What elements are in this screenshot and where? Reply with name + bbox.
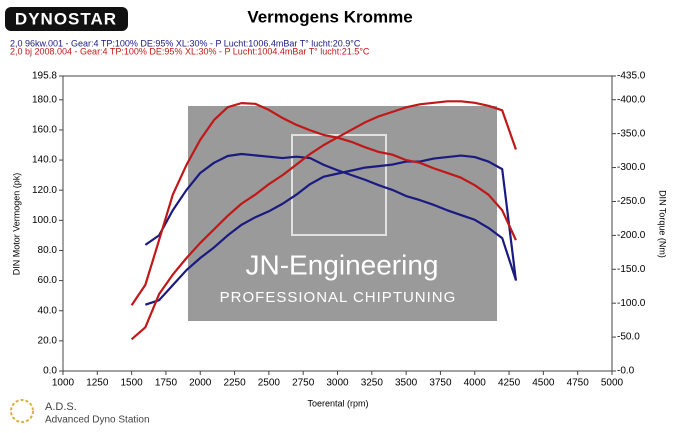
y-axis-label: DIN Motor Vermogen (pk) (11, 173, 21, 276)
x-tick-label: 2250 (223, 378, 246, 389)
y2-axis-label: DIN Torque (Nm) (658, 190, 668, 258)
y2-tick-label: -100.0 (617, 298, 646, 309)
watermark-icon (291, 134, 387, 236)
y2-tick-label: -0.0 (617, 366, 635, 377)
y-tick-label: 60.0 (38, 275, 58, 286)
x-tick-label: 2750 (292, 378, 315, 389)
x-tick-label: 1500 (121, 378, 144, 389)
x-tick-label: 3250 (361, 378, 384, 389)
y-tick-label: 120.0 (32, 185, 57, 196)
y-tick-label: 140.0 (32, 155, 57, 166)
x-tick-label: 1250 (86, 378, 109, 389)
footer-text: Advanced Dyno Station (45, 415, 150, 426)
legend-entry: 2,0 96kw.001 - Gear:4 TP:100% DE:95% XL:… (10, 38, 361, 48)
y2-tick-label: -250.0 (617, 196, 646, 207)
chart-title: Vermogens Kromme (247, 7, 412, 26)
x-tick-label: 2000 (189, 378, 212, 389)
footer-logo (10, 399, 34, 423)
x-tick-label: 4750 (567, 378, 590, 389)
y2-tick-label: -50.0 (617, 332, 640, 343)
y2-tick-label: -400.0 (617, 94, 646, 105)
y2-tick-label: -435.0 (617, 71, 646, 82)
y2-tick-label: -350.0 (617, 128, 646, 139)
y-tick-label: 0.0 (43, 366, 57, 377)
y-tick-label: 100.0 (32, 215, 57, 226)
data-line (130, 102, 517, 306)
y2-tick-label: -300.0 (617, 162, 646, 173)
x-tick-label: 2500 (258, 378, 281, 389)
watermark-box (188, 106, 497, 321)
y-tick-label: 180.0 (32, 94, 57, 105)
data-line (144, 152, 517, 281)
y-tick-label: 80.0 (38, 245, 58, 256)
x-axis-label: Toerental (rpm) (307, 398, 368, 408)
y-tick-label: 160.0 (32, 125, 57, 136)
data-line (145, 154, 518, 306)
legend-entry: 2,0 bj 2008.004 - Gear:4 TP:100% DE:95% … (10, 46, 370, 56)
x-tick-label: 4500 (532, 378, 555, 389)
x-tick-label: 5000 (601, 378, 624, 389)
logo-badge (5, 7, 128, 31)
x-tick-label: 4250 (498, 378, 521, 389)
data-line (130, 100, 517, 341)
x-tick-label: 3000 (326, 378, 349, 389)
y2-tick-label: -200.0 (617, 230, 646, 241)
watermark-subtitle: PROFESSIONAL CHIPTUNING (220, 289, 457, 306)
x-tick-label: 1000 (52, 378, 75, 389)
watermark-title: JN-Engineering (246, 249, 439, 280)
y-tick-label: 195.8 (32, 71, 57, 82)
x-tick-label: 4000 (464, 378, 487, 389)
y2-tick-label: -150.0 (617, 264, 646, 275)
x-tick-label: 3500 (395, 378, 418, 389)
y-tick-label: 40.0 (38, 305, 58, 316)
x-tick-label: 3750 (429, 378, 452, 389)
logo: DYNOSTAR (15, 9, 117, 28)
x-tick-label: 1750 (155, 378, 178, 389)
y-tick-label: 20.0 (38, 336, 58, 347)
footer-brand: A.D.S. (45, 401, 77, 413)
